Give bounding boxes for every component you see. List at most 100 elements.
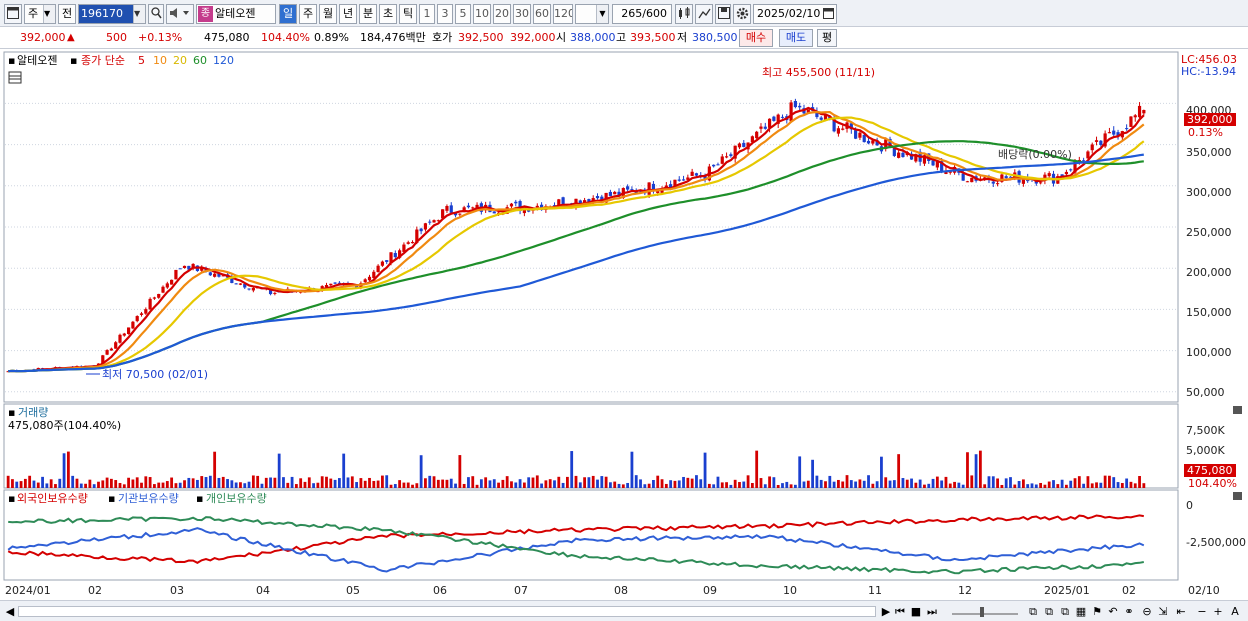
undo-icon[interactable]: ↶ — [1108, 605, 1118, 618]
candle-body — [170, 279, 174, 285]
candle-body — [449, 205, 453, 213]
minute-3[interactable]: 3 — [437, 4, 453, 24]
chevron-down-icon: ▼ — [596, 5, 608, 23]
sell-button[interactable]: 매도 — [779, 29, 813, 47]
candle-body — [948, 171, 952, 173]
tab-period-month[interactable]: 월 — [319, 4, 337, 24]
tab-period-day[interactable]: 일 — [279, 4, 297, 24]
volume-bar — [294, 484, 298, 488]
link-icon[interactable]: ⚭ — [1124, 605, 1134, 618]
screen-split-icon[interactable]: ⧉ — [1029, 605, 1037, 618]
candle-body — [750, 136, 754, 143]
volume-bar — [1103, 475, 1107, 488]
date-picker[interactable]: 2025/02/10 — [753, 4, 837, 24]
screen-copy-icon[interactable]: ⧉ — [1045, 605, 1053, 618]
up-arrow-icon: ▲ — [67, 32, 75, 43]
candle-body — [535, 205, 539, 208]
bar-count-input[interactable]: 265/600 — [612, 4, 672, 24]
volume-bar — [948, 483, 952, 488]
zoom-out-icon[interactable]: ⊖ — [1142, 605, 1152, 618]
search-button[interactable] — [148, 4, 164, 24]
ma-line-10 — [8, 110, 1145, 373]
stock-name-field[interactable]: 종 알테오젠 — [196, 4, 276, 24]
ma-line-120 — [8, 153, 1144, 373]
chart-shrink-icon[interactable]: ⇤ — [1176, 605, 1186, 618]
minute-20[interactable]: 20 — [493, 4, 511, 24]
volume-bar — [165, 481, 169, 488]
candle-body — [789, 102, 793, 122]
buy-button[interactable]: 매수 — [739, 29, 773, 47]
tab-period-week[interactable]: 주 — [299, 4, 317, 24]
candle-body — [299, 291, 303, 293]
volume-bar — [479, 479, 483, 488]
grid-toggle-icon[interactable]: ▦ — [1075, 605, 1087, 618]
expand-icon[interactable]: ⇲ — [1158, 605, 1168, 618]
volume-bar — [553, 480, 556, 488]
volume-bar — [1077, 476, 1081, 488]
candle-body — [114, 342, 118, 349]
volume-bar — [36, 482, 40, 488]
candle-body — [1069, 169, 1073, 171]
volume-bar — [1069, 480, 1073, 488]
minute-10[interactable]: 10 — [473, 4, 491, 24]
scroll-right-icon[interactable]: ▶ — [881, 605, 891, 618]
first-page-icon[interactable]: ⏮ — [895, 605, 905, 618]
zoom-slider[interactable] — [950, 604, 1020, 619]
volume-bar — [290, 476, 294, 488]
candle-body — [630, 189, 634, 191]
stock-code-input[interactable]: 196170 ▼ — [78, 4, 146, 24]
drawing-tool-button[interactable] — [695, 4, 713, 24]
chart-menu-button[interactable] — [4, 4, 22, 24]
volume-bar — [475, 484, 479, 488]
flag-icon[interactable]: ⚑ — [1092, 605, 1102, 618]
volume-tick-7500k: 7,500K — [1186, 424, 1225, 437]
minus-icon[interactable]: − — [1197, 605, 1207, 618]
volume-bar — [978, 450, 982, 488]
volume-bar — [875, 481, 879, 488]
settings-button[interactable] — [733, 4, 751, 24]
minute-5[interactable]: 5 — [455, 4, 471, 24]
price-chart[interactable] — [0, 50, 1248, 600]
save-button[interactable] — [715, 4, 731, 24]
volume-bar — [690, 478, 694, 488]
minute-120[interactable]: 120 — [553, 4, 573, 24]
volume-bar — [424, 478, 427, 488]
x-axis-label: 02 — [88, 584, 102, 597]
candle-body — [849, 123, 853, 130]
market-select[interactable]: 주 ▼ — [24, 4, 56, 24]
last-page-icon[interactable]: ⏭ — [927, 605, 937, 618]
scope-button[interactable]: 전 — [58, 4, 76, 24]
volume-bar — [204, 477, 208, 488]
candle-body — [583, 200, 587, 204]
volume-bar — [243, 483, 247, 488]
candle-type-button[interactable] — [675, 4, 693, 24]
scroll-left-icon[interactable]: ◀ — [5, 605, 15, 618]
holdings-series-individual: 개인보유수량 — [206, 492, 267, 505]
volume-panel-close-icon — [1233, 406, 1242, 414]
sound-button[interactable] — [166, 4, 194, 24]
volume-bar — [1125, 478, 1129, 488]
horizontal-scrollbar[interactable] — [18, 606, 876, 617]
volume-bar — [54, 484, 57, 488]
tab-period-minute[interactable]: 분 — [359, 4, 377, 24]
font-size-icon[interactable]: A — [1231, 605, 1239, 618]
candle-body — [763, 126, 767, 129]
tab-period-year[interactable]: 년 — [339, 4, 357, 24]
tab-period-tick[interactable]: 틱 — [399, 4, 417, 24]
volume-bar — [652, 480, 655, 488]
candle-body — [1112, 130, 1116, 135]
evaluate-button[interactable]: 평 — [817, 29, 837, 47]
volume-bar — [66, 451, 70, 488]
volume-bar — [307, 477, 311, 488]
plus-icon[interactable]: + — [1213, 605, 1223, 618]
tab-period-second[interactable]: 초 — [379, 4, 397, 24]
minute-1[interactable]: 1 — [419, 4, 435, 24]
candle-body — [105, 350, 109, 355]
minute-30[interactable]: 30 — [513, 4, 531, 24]
custom-period-select[interactable]: ▼ — [575, 4, 609, 24]
stop-icon[interactable]: ■ — [910, 605, 922, 618]
minute-60[interactable]: 60 — [533, 4, 551, 24]
screen-paste-icon[interactable]: ⧉ — [1061, 605, 1069, 618]
stock-code-value: 196170 — [81, 7, 123, 20]
volume-bar — [931, 478, 935, 488]
